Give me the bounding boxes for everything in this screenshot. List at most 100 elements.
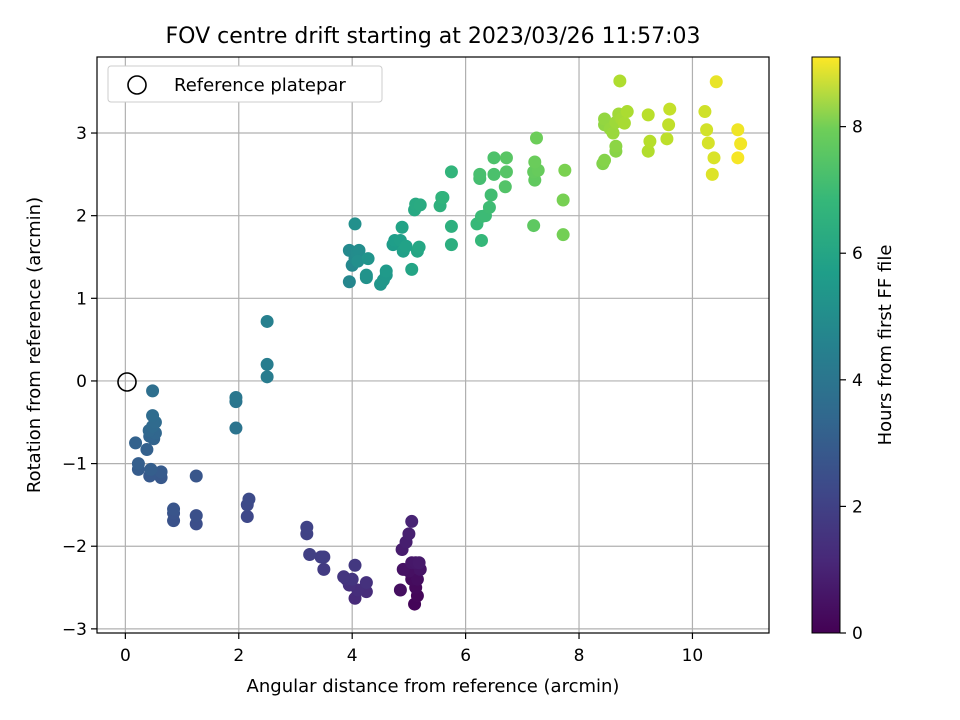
- data-point: [342, 275, 356, 289]
- data-point: [379, 264, 393, 278]
- x-axis-label: Angular distance from reference (arcmin): [247, 676, 620, 697]
- data-point: [558, 163, 572, 177]
- data-point: [154, 465, 168, 479]
- data-point: [556, 228, 570, 242]
- data-point: [529, 131, 543, 145]
- data-point: [731, 151, 745, 165]
- legend: Reference platepar: [107, 65, 383, 103]
- y-tick-label: 0: [76, 372, 87, 392]
- data-point: [663, 102, 677, 116]
- data-point: [303, 547, 317, 561]
- data-point: [556, 193, 570, 207]
- data-point: [240, 509, 254, 523]
- data-point: [527, 219, 541, 233]
- data-point: [395, 220, 409, 234]
- data-point: [361, 252, 375, 266]
- data-point: [606, 126, 620, 140]
- data-point: [260, 370, 274, 384]
- data-point: [337, 570, 351, 584]
- data-point: [484, 188, 498, 202]
- data-point: [598, 153, 612, 167]
- legend-open-circle-icon: [127, 75, 147, 95]
- data-points: [129, 74, 748, 611]
- data-point: [348, 558, 362, 572]
- data-point: [598, 112, 612, 126]
- data-point: [487, 167, 501, 181]
- data-point: [412, 240, 426, 254]
- data-point: [260, 314, 274, 328]
- y-tick-label: 3: [76, 124, 87, 144]
- data-point: [482, 200, 496, 214]
- y-tick-label: −1: [62, 455, 87, 475]
- y-tick-label: −2: [62, 537, 87, 557]
- y-tick-label: 2: [76, 207, 87, 227]
- data-point: [701, 136, 715, 150]
- data-point: [609, 139, 623, 153]
- data-point: [662, 118, 676, 132]
- data-point: [707, 151, 721, 165]
- data-point: [641, 108, 655, 122]
- data-point: [617, 116, 631, 130]
- data-point: [314, 550, 328, 564]
- colorbar-ticks: 0 2 4 6 8: [840, 118, 863, 644]
- data-point: [189, 509, 203, 523]
- y-axis-ticks: −3 −2 −1 0 1 2 3: [62, 124, 97, 640]
- colorbar: 0 2 4 6 8 Hours from first FF file: [811, 56, 896, 644]
- y-axis-label: Rotation from reference (arcmin): [24, 197, 45, 493]
- colorbar-tick-label: 0: [852, 624, 863, 644]
- x-tick-label: 0: [120, 646, 131, 666]
- x-tick-label: 2: [233, 646, 244, 666]
- data-point: [413, 198, 427, 212]
- data-point: [613, 74, 627, 88]
- data-point: [705, 167, 719, 181]
- x-axis-ticks: 0 2 4 6 8 10: [120, 633, 703, 666]
- data-point: [444, 219, 458, 233]
- data-point: [348, 217, 362, 231]
- data-point: [300, 520, 314, 534]
- legend-label: Reference platepar: [174, 75, 346, 96]
- data-point: [131, 457, 145, 471]
- data-point: [436, 190, 450, 204]
- data-point: [487, 151, 501, 165]
- colorbar-tick-label: 6: [852, 244, 863, 264]
- data-point: [317, 562, 331, 576]
- legend-box: [107, 65, 383, 103]
- data-point: [528, 155, 542, 169]
- data-point: [474, 233, 488, 247]
- data-point: [260, 357, 274, 371]
- data-point: [410, 572, 424, 586]
- colorbar-tick-label: 2: [852, 497, 863, 517]
- grid-lines: [97, 57, 769, 633]
- chart-title: FOV centre drift starting at 2023/03/26 …: [166, 24, 701, 49]
- colorbar-tick-label: 8: [852, 118, 863, 138]
- data-point: [140, 443, 154, 457]
- data-point: [393, 583, 407, 597]
- data-point: [189, 469, 203, 483]
- data-point: [167, 502, 181, 516]
- data-point: [641, 144, 655, 158]
- x-tick-label: 10: [682, 646, 704, 666]
- colorbar-gradient: [811, 56, 841, 634]
- data-point: [412, 556, 426, 570]
- data-point: [405, 262, 419, 276]
- x-tick-label: 6: [460, 646, 471, 666]
- data-point: [444, 238, 458, 252]
- data-point: [700, 123, 714, 137]
- data-point: [444, 165, 458, 179]
- data-point: [144, 462, 158, 476]
- data-point: [698, 105, 712, 119]
- data-point: [709, 75, 723, 89]
- data-point: [734, 137, 748, 151]
- data-point: [731, 123, 745, 137]
- colorbar-tick-label: 4: [852, 371, 863, 391]
- y-tick-label: 1: [76, 289, 87, 309]
- data-point: [229, 390, 243, 404]
- data-point: [405, 514, 419, 528]
- data-point: [129, 436, 143, 450]
- data-point: [399, 239, 413, 253]
- data-point: [499, 165, 513, 179]
- data-point: [352, 243, 366, 257]
- data-point: [146, 384, 160, 398]
- data-point: [660, 132, 674, 146]
